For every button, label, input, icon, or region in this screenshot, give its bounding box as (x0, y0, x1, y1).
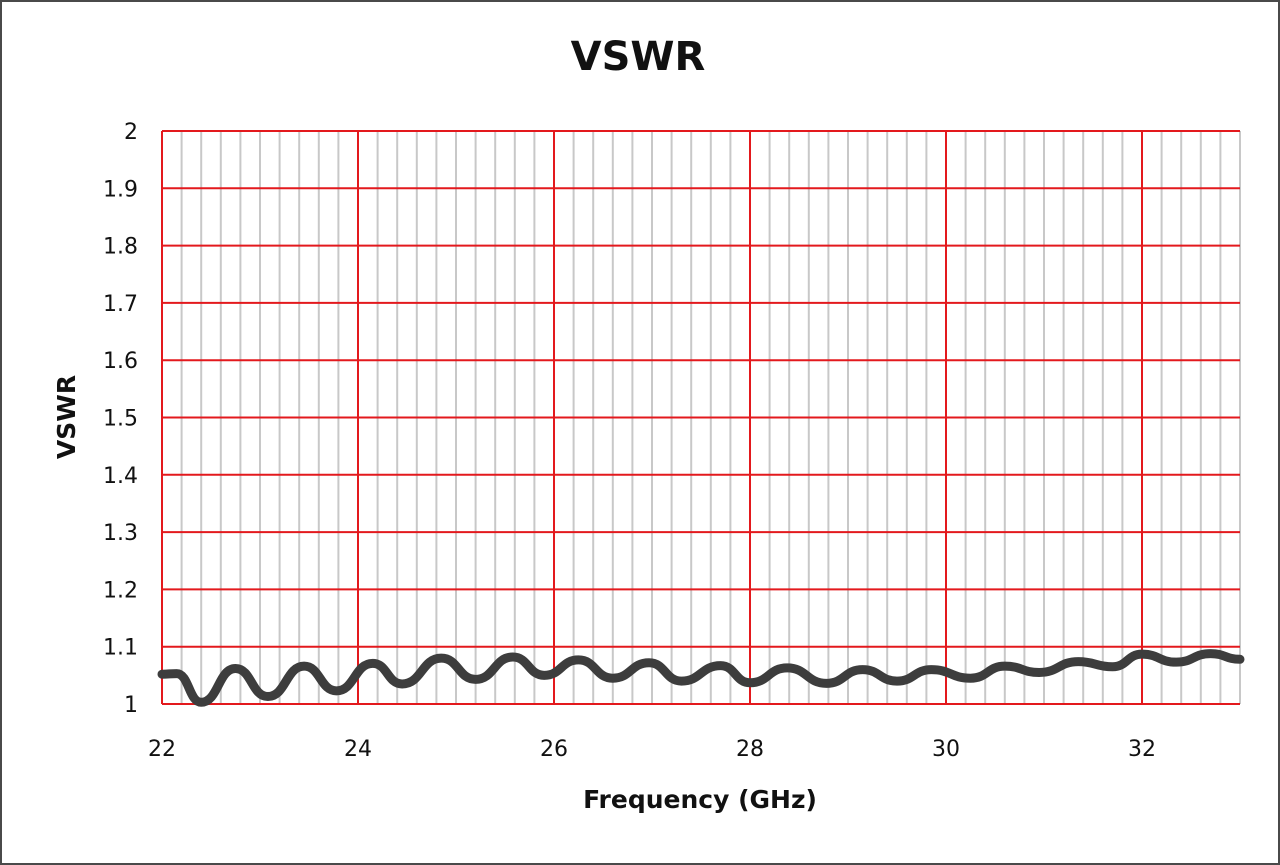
chart-title: VSWR (571, 34, 706, 80)
x-tick-label: 32 (1128, 737, 1156, 762)
y-tick-label: 1.4 (103, 464, 138, 489)
x-tick-label: 30 (932, 737, 960, 762)
series-layer (157, 649, 1245, 707)
x-tick-label: 24 (344, 737, 372, 762)
y-tick-label: 1.1 (103, 636, 138, 661)
y-tick-label: 1 (124, 693, 138, 718)
vswr-line (157, 649, 1245, 707)
x-axis-ticks: 22 24 26 28 30 32 (148, 737, 1156, 762)
y-tick-label: 1.3 (103, 521, 138, 546)
x-axis-label: Frequency (GHz) (583, 785, 817, 814)
x-tick-label: 22 (148, 737, 176, 762)
y-axis-label: VSWR (52, 375, 81, 459)
x-tick-label: 28 (736, 737, 764, 762)
y-tick-label: 2 (124, 120, 138, 145)
y-tick-label: 1.6 (103, 349, 138, 374)
major-grid-y (162, 130, 1240, 705)
x-tick-label: 26 (540, 737, 568, 762)
y-tick-label: 1.9 (103, 177, 138, 202)
y-tick-label: 1.8 (103, 235, 138, 260)
y-tick-label: 1.2 (103, 578, 138, 603)
y-tick-label: 1.7 (103, 292, 138, 317)
y-axis-ticks: 1 1.1 1.2 1.3 1.4 1.5 1.6 1.7 1.8 1.9 2 (103, 120, 138, 718)
y-tick-label: 1.5 (103, 407, 138, 432)
